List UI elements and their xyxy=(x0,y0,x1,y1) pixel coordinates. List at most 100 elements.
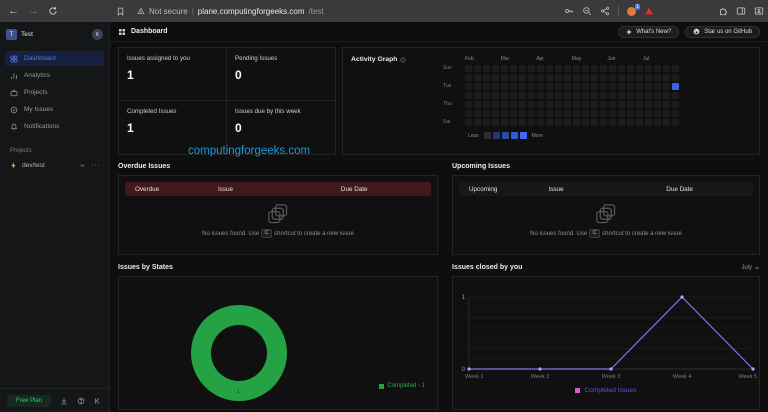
x-tick-label: Week 4 xyxy=(673,374,692,380)
empty-state-text: No issues found. Use C shortcut to creat… xyxy=(530,229,682,238)
heatmap-cell xyxy=(474,119,481,126)
empty-state-text: No issues found. Use C shortcut to creat… xyxy=(202,229,354,238)
heatmap-cell xyxy=(618,92,625,99)
sidebar-item-label: Analytics xyxy=(24,72,51,79)
heatmap-cell xyxy=(483,65,490,72)
heatmap-cell xyxy=(555,110,562,117)
heatmap-cell xyxy=(546,110,553,117)
heatmap-cell xyxy=(519,119,526,126)
heatmap-cell xyxy=(546,119,553,126)
browser-back-button[interactable]: ← xyxy=(8,5,19,17)
heatmap-cell xyxy=(600,92,607,99)
activity-graph-title: Activity Graph xyxy=(351,56,398,63)
page-title: Dashboard xyxy=(131,28,168,35)
overdue-table-header: Overdue Issue Due Date xyxy=(125,182,431,196)
heatmap-cell xyxy=(510,92,517,99)
heatmap-cell xyxy=(618,83,625,90)
closed-chart-panel: 0 1 Week 1 Week 2 Week 3 Week 4 Week 5 Complet… xyxy=(452,276,760,410)
browser-profile-icon[interactable] xyxy=(754,6,764,16)
heatmap-cell xyxy=(546,65,553,72)
heatmap-cell xyxy=(546,101,553,108)
info-icon[interactable] xyxy=(400,56,407,63)
star-github-button[interactable]: Star us on GitHub xyxy=(685,25,760,38)
heatmap-cell xyxy=(582,92,589,99)
heatmap-cell xyxy=(618,65,625,72)
download-icon[interactable] xyxy=(60,397,68,405)
heatmap-cell xyxy=(492,65,499,72)
sidebar-item-label: My Issues xyxy=(24,106,54,113)
heatmap-cell xyxy=(654,119,661,126)
heatmap-cell xyxy=(510,65,517,72)
x-tick-label: Week 1 xyxy=(465,374,484,380)
bookmark-icon[interactable] xyxy=(116,7,125,16)
extension-warning-icon[interactable] xyxy=(644,6,654,16)
heatmap-cell xyxy=(672,110,679,117)
side-panel-icon[interactable] xyxy=(736,6,746,16)
key-icon[interactable] xyxy=(564,6,574,16)
sparkle-icon xyxy=(626,28,633,35)
heatmap-cell xyxy=(591,65,598,72)
heatmap-cell xyxy=(555,92,562,99)
sidebar-item-dashboard[interactable]: Dashboard xyxy=(5,51,104,66)
workspace-switcher[interactable]: T Test K xyxy=(0,22,109,45)
heatmap-cell xyxy=(519,92,526,99)
heatmap-month-label: Jun xyxy=(607,56,616,62)
heatmap-cell xyxy=(537,101,544,108)
sidebar-project-devtest[interactable]: dev/test ··· xyxy=(10,158,101,172)
security-label[interactable]: Not secure xyxy=(149,6,188,16)
heatmap-cell xyxy=(591,119,598,126)
heatmap-cell xyxy=(636,119,643,126)
heatmap-cell xyxy=(663,65,670,72)
browser-toolbar: ← → Not secure | plane.computingforgeeks… xyxy=(0,0,768,22)
github-icon xyxy=(693,28,700,35)
user-avatar[interactable]: K xyxy=(92,29,103,40)
heatmap-cell xyxy=(564,74,571,81)
chevron-down-icon[interactable] xyxy=(79,162,86,169)
heatmap-cell xyxy=(537,65,544,72)
browser-reload-button[interactable] xyxy=(48,6,58,16)
project-more-icon[interactable]: ··· xyxy=(91,161,101,169)
heatmap-cell xyxy=(573,119,580,126)
heatmap-cell xyxy=(600,74,607,81)
closed-legend: Completed Issues xyxy=(453,387,759,394)
heatmap-cell xyxy=(636,74,643,81)
heatmap-day-label: Sun xyxy=(443,65,452,71)
sidebar-item-projects[interactable]: Projects xyxy=(5,85,104,100)
legend-swatch xyxy=(492,132,500,139)
heatmap-cell xyxy=(483,110,490,117)
heatmap-day-label xyxy=(443,74,465,81)
heatmap-cell xyxy=(654,92,661,99)
upcoming-panel: Upcoming Issue Due Date No issues found.… xyxy=(452,175,760,255)
address-bar[interactable]: Not secure | plane.computingforgeeks.com… xyxy=(137,7,324,16)
heatmap-cell xyxy=(528,92,535,99)
heatmap-cell xyxy=(591,110,598,117)
sidebar-item-analytics[interactable]: Analytics xyxy=(5,68,104,83)
stat-value: 0 xyxy=(235,68,242,82)
heatmap-cell xyxy=(510,83,517,90)
column-header: Overdue xyxy=(135,185,160,193)
whats-new-button[interactable]: What's New? xyxy=(618,25,680,38)
heatmap-cell xyxy=(618,74,625,81)
heatmap-cell xyxy=(465,119,472,126)
heatmap-cell xyxy=(555,119,562,126)
sidebar-footer: Free Plan xyxy=(0,388,109,412)
free-plan-button[interactable]: Free Plan xyxy=(7,394,51,407)
share-icon[interactable] xyxy=(600,6,610,16)
stat-value: 1 xyxy=(127,121,134,135)
sidebar-item-my-issues[interactable]: My Issues xyxy=(5,102,104,117)
heatmap-cell xyxy=(510,74,517,81)
heatmap-day-label: Tue xyxy=(443,83,452,89)
heatmap-cell xyxy=(546,92,553,99)
help-icon[interactable] xyxy=(77,397,85,405)
browser-forward-button[interactable]: → xyxy=(28,5,39,17)
collapse-sidebar-icon[interactable] xyxy=(94,397,102,405)
heatmap-cell xyxy=(672,74,679,81)
dashboard-grid-icon xyxy=(119,28,125,35)
extensions-puzzle-icon[interactable] xyxy=(718,6,728,16)
month-filter-dropdown[interactable]: July xyxy=(741,265,760,271)
heatmap-cell xyxy=(582,74,589,81)
extension-avatar-icon[interactable]: 1 xyxy=(627,3,640,16)
heatmap-day-label xyxy=(443,92,465,99)
sidebar-item-notifications[interactable]: Notifications xyxy=(5,119,104,134)
zoom-out-icon[interactable] xyxy=(582,6,592,16)
